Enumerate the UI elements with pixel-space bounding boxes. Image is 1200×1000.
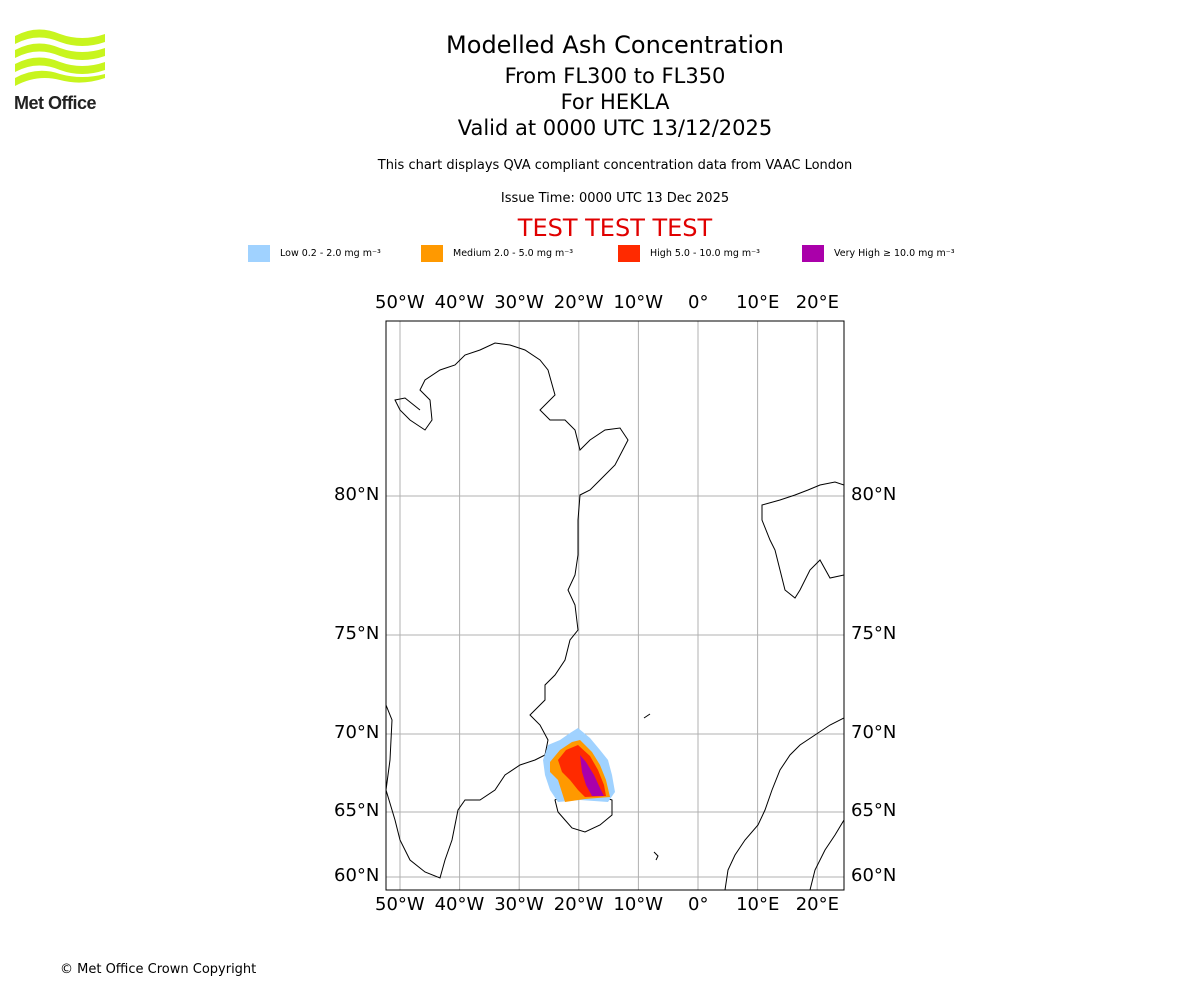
lon-tick-top: 20°E — [795, 292, 839, 313]
legend-swatch-medium — [421, 245, 443, 262]
valid-time: Valid at 0000 UTC 13/12/2025 — [457, 116, 773, 140]
lon-tick-top: 30°W — [494, 292, 544, 313]
lat-tick-left: 75°N — [334, 623, 380, 644]
lat-tick-right: 75°N — [851, 623, 897, 644]
met-office-logo: Met Office — [12, 28, 108, 116]
lon-tick-bottom: 40°W — [434, 894, 485, 915]
copyright: © Met Office Crown Copyright — [60, 962, 257, 977]
lon-tick-bottom: 0° — [688, 894, 709, 915]
lat-tick-left: 80°N — [334, 484, 380, 505]
lat-tick-left: 65°N — [334, 800, 380, 821]
coastline-scandinavia-2 — [809, 819, 844, 890]
lon-tick-top: 0° — [688, 292, 709, 313]
legend-swatch-high — [618, 245, 640, 262]
coastline-svalbard — [761, 481, 844, 599]
lon-tick-top: 50°W — [375, 292, 425, 313]
legend-label: Medium 2.0 - 5.0 mg m⁻³ — [453, 248, 574, 259]
lat-tick-left: 70°N — [334, 722, 380, 743]
lon-tick-bottom: 20°E — [795, 894, 839, 915]
lat-tick-right: 60°N — [851, 865, 897, 886]
map-frame — [385, 320, 845, 891]
lat-tick-right: 70°N — [851, 722, 897, 743]
lon-tick-top: 10°E — [736, 292, 780, 313]
lat-tick-right: 65°N — [851, 800, 897, 821]
coastlines — [386, 342, 844, 890]
legend-swatch-low — [248, 245, 270, 262]
coastline-scandinavia — [724, 717, 844, 890]
legend-label: Very High ≥ 10.0 mg m⁻³ — [834, 248, 955, 259]
ash-plume — [543, 728, 615, 802]
legend-medium: Medium 2.0 - 5.0 mg m⁻³ — [421, 245, 573, 262]
chart-title: Modelled Ash Concentration — [446, 31, 784, 59]
test-banner: TEST TEST TEST — [517, 214, 713, 242]
legend-swatch-very-high — [802, 245, 824, 262]
lon-tick-bottom: 30°W — [494, 894, 544, 915]
legend-label: Low 0.2 - 2.0 mg m⁻³ — [280, 248, 381, 259]
lat-tick-left: 60°N — [334, 865, 380, 886]
lon-tick-bottom: 50°W — [375, 894, 425, 915]
legend-high: High 5.0 - 10.0 mg m⁻³ — [618, 245, 760, 262]
lon-tick-top: 40°W — [434, 292, 485, 313]
lon-tick-top: 10°W — [613, 292, 664, 313]
legend-low: Low 0.2 - 2.0 mg m⁻³ — [248, 245, 381, 262]
lon-tick-bottom: 20°W — [553, 894, 604, 915]
legend-very-high: Very High ≥ 10.0 mg m⁻³ — [802, 245, 955, 262]
flight-levels: From FL300 to FL350 — [504, 64, 726, 88]
coastline-faroes — [653, 851, 659, 861]
lat-tick-right: 80°N — [851, 484, 897, 505]
coastline-greenland — [386, 342, 629, 879]
issue-time: Issue Time: 0000 UTC 13 Dec 2025 — [500, 191, 730, 206]
subtitle: This chart displays QVA compliant concen… — [377, 158, 853, 173]
lon-tick-bottom: 10°E — [736, 894, 780, 915]
lon-tick-bottom: 10°W — [613, 894, 664, 915]
volcano-name: For HEKLA — [560, 90, 670, 114]
svg-text:Met Office: Met Office — [14, 93, 97, 112]
plume-very-high — [580, 755, 604, 796]
legend-label: High 5.0 - 10.0 mg m⁻³ — [650, 248, 760, 259]
lon-tick-top: 20°W — [553, 292, 604, 313]
coastline-jan-mayen — [643, 713, 651, 719]
